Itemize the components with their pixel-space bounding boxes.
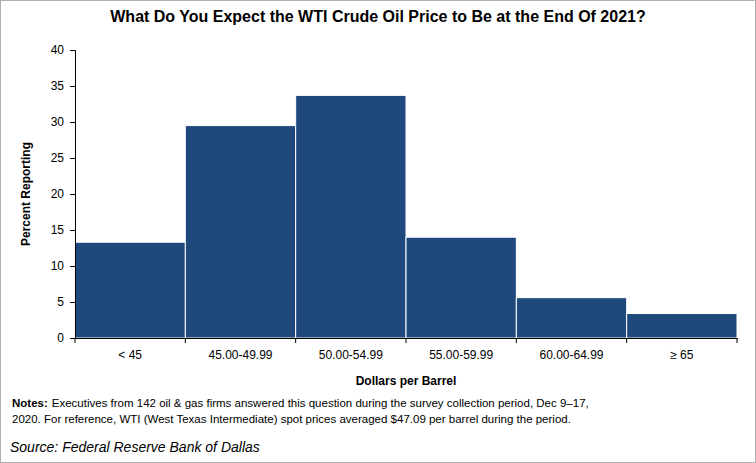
x-axis-title: Dollars per Barrel [356,374,457,388]
y-tick-label: 30 [51,115,65,129]
y-tick: 25 [51,151,75,165]
bar [406,237,516,338]
x-tick: 50.00-54.99 [319,338,383,362]
source: Source: Federal Reserve Bank of Dallas [10,439,260,455]
x-tick-label: 45.00-49.99 [208,348,272,362]
notes-line: 2020. For reference, WTI (West Texas Int… [12,413,571,425]
y-tick: 40 [51,43,75,57]
y-tick: 20 [51,187,75,201]
bar [296,95,406,338]
x-tick-label: 55.00-59.99 [429,348,493,362]
y-axis: 0 5 10 15 20 25 30 35 40 [51,43,76,345]
x-axis: < 45 45.00-49.99 50.00-54.99 55.00-59.99 60.… [75,338,738,362]
plot: 0 5 10 15 20 25 30 35 40 < 45 45.00-49.99 50.00-54.… [51,43,738,361]
y-tick-mark [70,50,75,51]
bar [516,298,626,338]
x-tick: 55.00-59.99 [429,338,493,362]
category-divider [737,338,738,343]
y-tick-mark [70,230,75,231]
y-tick: 0 [57,331,75,345]
x-tick-label: 50.00-54.99 [319,348,383,362]
bar [185,126,295,338]
category-divider [295,338,296,343]
y-axis-title: Percent Reporting [19,142,33,246]
y-tick-label: 10 [51,259,65,273]
category-divider [75,338,76,343]
y-tick: 30 [51,115,75,129]
category-divider [516,338,517,343]
category-divider [626,338,627,343]
notes-label: Notes: [12,397,48,409]
y-tick-mark [70,338,75,339]
y-tick-label: 0 [57,331,64,345]
y-tick: 35 [51,79,75,93]
x-tick-label: ≥ 65 [670,348,694,362]
x-tick-label: < 45 [118,348,142,362]
y-tick: 5 [57,295,75,309]
chart: 0 5 10 15 20 25 30 35 40 < 45 45.00-49.99 50.00-54.… [0,0,756,463]
notes-line: Executives from 142 oil & gas firms answ… [52,397,589,409]
y-tick-mark [70,266,75,267]
notes: Notes: Executives from 142 oil & gas firm… [12,397,589,425]
y-tick-mark [70,302,75,303]
category-divider [185,338,186,343]
bar [627,314,737,338]
x-tick: < 45 [118,338,142,362]
y-tick-label: 40 [51,43,65,57]
y-tick-mark [70,122,75,123]
bar [75,242,185,338]
x-tick: 45.00-49.99 [208,338,272,362]
category-divider [406,338,407,343]
y-tick-mark [70,158,75,159]
y-tick-label: 25 [51,151,65,165]
x-tick: 60.00-64.99 [539,338,603,362]
y-tick: 10 [51,259,75,273]
bars [75,95,737,338]
y-tick-mark [70,194,75,195]
x-tick: ≥ 65 [670,338,694,362]
title: What Do You Expect the WTI Crude Oil Pri… [110,8,645,25]
y-tick-label: 5 [57,295,64,309]
y-tick-mark [70,86,75,87]
y-tick-label: 20 [51,187,65,201]
frame [1,1,756,463]
y-axis-line [70,51,76,339]
category-dividers [75,338,737,343]
y-tick-label: 15 [51,223,65,237]
y-tick-label: 35 [51,79,65,93]
x-tick-label: 60.00-64.99 [539,348,603,362]
y-tick: 15 [51,223,75,237]
